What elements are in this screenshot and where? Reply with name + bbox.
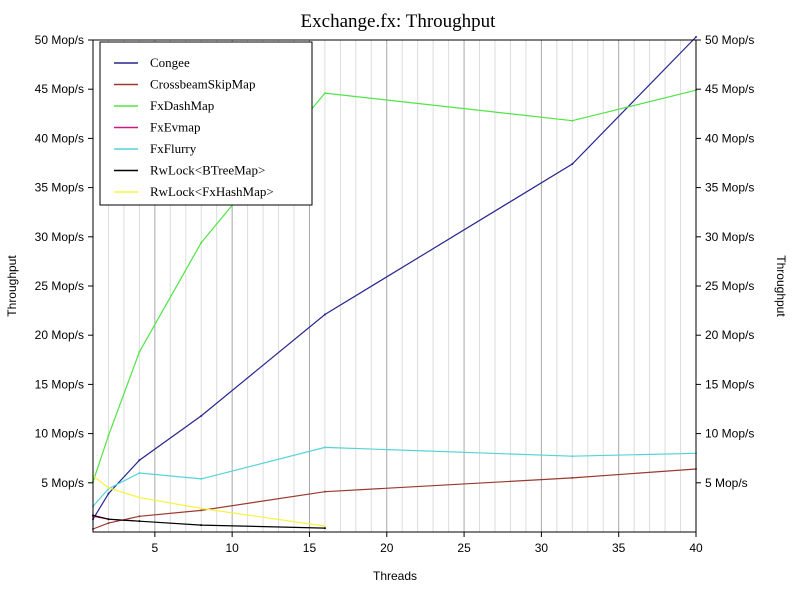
- data-point-rwlock-btreemap: [200, 524, 203, 527]
- x-tick-label: 35: [612, 541, 626, 555]
- y-tick-label-left: 15 Mop/s: [35, 377, 84, 391]
- data-point-fxdashmap: [107, 434, 110, 437]
- y-tick-label-left: 20 Mop/s: [35, 328, 84, 342]
- chart-title: Exchange.fx: Throughput: [301, 11, 497, 32]
- y-tick-label-left: 40 Mop/s: [35, 131, 84, 145]
- y-tick-label-left: 25 Mop/s: [35, 279, 84, 293]
- y-tick-label-left: 35 Mop/s: [35, 181, 84, 195]
- legend-label: RwLock<BTreeMap>: [150, 163, 265, 178]
- data-point-fxflurry: [138, 471, 141, 474]
- y-tick-label-left: 50 Mop/s: [35, 33, 84, 47]
- series-line-fxflurry: [92, 446, 697, 507]
- x-tick-label: 20: [380, 541, 394, 555]
- legend-label: FxEvmap: [150, 120, 201, 135]
- x-tick-label: 10: [225, 541, 239, 555]
- legend-label: FxDashMap: [150, 98, 214, 113]
- legend-label: RwLock<FxHashMap>: [150, 184, 274, 199]
- y-tick-label-right: 50 Mop/s: [705, 33, 754, 47]
- data-point-fxdashmap: [571, 119, 574, 122]
- y-tick-label-right: 5 Mop/s: [705, 476, 748, 490]
- data-point-crossbeamskipmap: [323, 490, 326, 493]
- data-point-fxdashmap: [323, 92, 326, 95]
- data-point-crossbeamskipmap: [200, 509, 203, 512]
- y-tick-label-right: 25 Mop/s: [705, 279, 754, 293]
- y-axis-label-left: Throughput: [5, 255, 19, 317]
- series-layer: [92, 36, 697, 531]
- data-point-congee: [323, 313, 326, 316]
- y-tick-label-right: 15 Mop/s: [705, 377, 754, 391]
- y-axis-left: 5 Mop/s 10 Mop/s 15 Mop/s 20 Mop/s 25 Mop/s 3…: [35, 33, 93, 490]
- data-point-congee: [138, 459, 141, 462]
- y-tick-label-left: 5 Mop/s: [41, 476, 84, 490]
- data-point-congee: [695, 36, 697, 39]
- y-tick-label-right: 30 Mop/s: [705, 230, 754, 244]
- y-tick-label-right: 35 Mop/s: [705, 181, 754, 195]
- y-tick-label-right: 40 Mop/s: [705, 131, 754, 145]
- data-point-fxflurry: [200, 477, 203, 480]
- y-tick-label-left: 45 Mop/s: [35, 82, 84, 96]
- data-point-rwlock-btreemap: [323, 527, 326, 530]
- y-tick-label-right: 10 Mop/s: [705, 427, 754, 441]
- data-point-crossbeamskipmap: [138, 515, 141, 518]
- x-tick-label: 30: [535, 541, 549, 555]
- x-tick-label: 40: [689, 541, 703, 555]
- legend-label: FxFlurry: [150, 141, 197, 156]
- data-point-rwlock-fxhashmap: [107, 486, 110, 489]
- legend-box: [99, 41, 313, 206]
- data-point-congee: [571, 162, 574, 165]
- data-point-rwlock-btreemap: [107, 518, 110, 521]
- x-tick-label: 15: [303, 541, 317, 555]
- data-point-congee: [200, 414, 203, 417]
- data-point-rwlock-fxhashmap: [323, 525, 326, 528]
- legend-label: Congee: [150, 55, 190, 70]
- y-tick-label-right: 45 Mop/s: [705, 82, 754, 96]
- legend-label: CrossbeamSkipMap: [150, 77, 255, 92]
- data-point-fxflurry: [571, 455, 574, 458]
- x-tick-label: 25: [457, 541, 471, 555]
- x-axis-label: Threads: [373, 569, 417, 583]
- data-point-fxflurry: [323, 446, 326, 449]
- data-point-crossbeamskipmap: [107, 522, 110, 525]
- series-line-crossbeamskipmap: [92, 468, 697, 530]
- data-point-fxdashmap: [138, 350, 141, 353]
- data-point-crossbeamskipmap: [571, 476, 574, 479]
- data-point-congee: [107, 492, 110, 495]
- legend: Congee CrossbeamSkipMap FxDashMap FxEvmap Fx…: [99, 41, 313, 206]
- x-axis: 5 10 15 20 25 30 35 40: [152, 532, 703, 555]
- x-tick-label: 5: [152, 541, 159, 555]
- data-point-fxdashmap: [200, 241, 203, 244]
- y-tick-label-left: 10 Mop/s: [35, 427, 84, 441]
- data-point-rwlock-btreemap: [138, 520, 141, 523]
- y-axis-right: 5 Mop/s 10 Mop/s 15 Mop/s 20 Mop/s 25 Mop/s 3…: [696, 33, 754, 490]
- data-point-rwlock-fxhashmap: [200, 507, 203, 510]
- y-tick-label-left: 30 Mop/s: [35, 230, 84, 244]
- y-tick-label-right: 20 Mop/s: [705, 328, 754, 342]
- data-point-rwlock-fxhashmap: [138, 496, 141, 499]
- y-axis-label-right: Throughput: [774, 255, 788, 317]
